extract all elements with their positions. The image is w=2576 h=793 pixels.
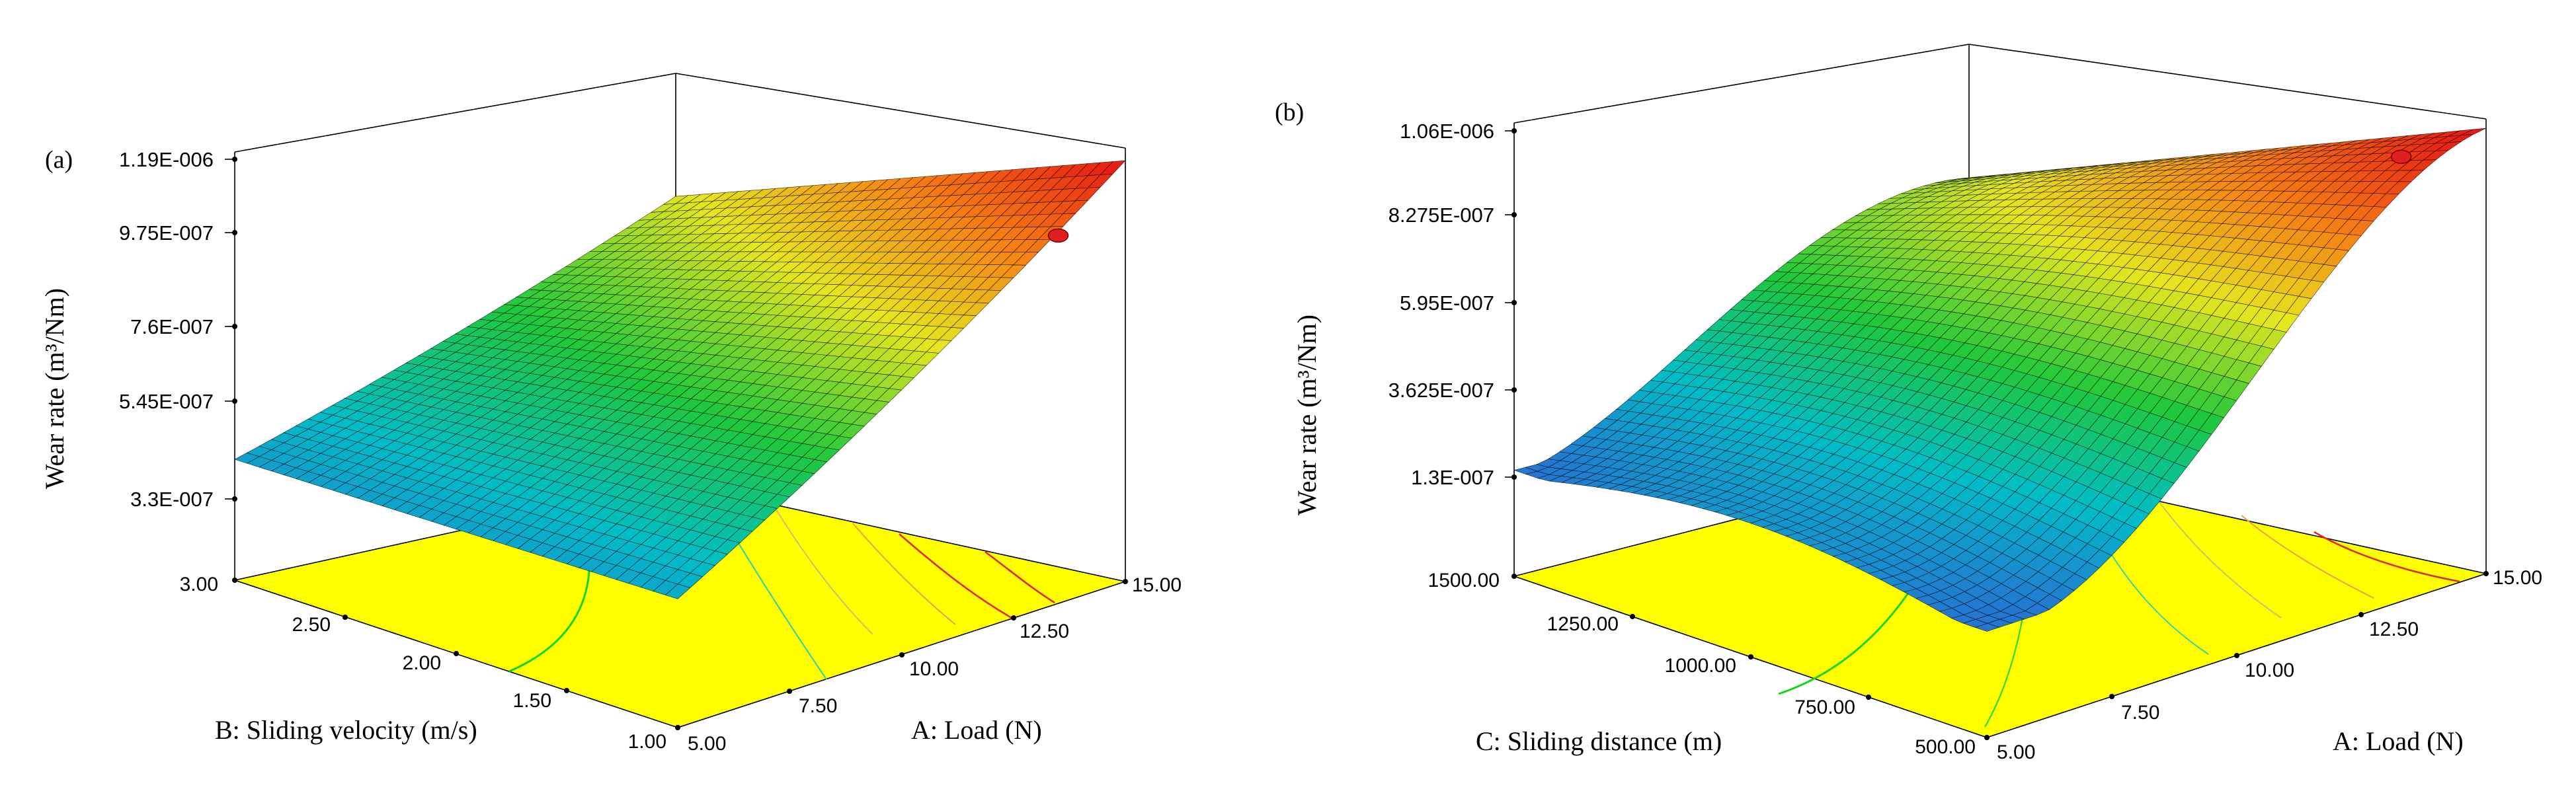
chart-a-contour-olive [773,505,873,635]
panel-a-label: (a) [45,146,73,174]
chart-a-ztick-label: 7.6E-007 [130,315,214,338]
chart-a-contour-red [899,533,1012,619]
chart-b-ctick-label: 500.00 [1915,736,1976,758]
chart-b-c-axis: 1500.00 1250.00 1000.00 750.00 500.00 C:… [1428,570,1990,758]
chart-a-surface-cell [1100,160,1126,175]
chart-b-atick-label: 7.50 [2121,702,2159,724]
chart-a-btick-dot [454,651,459,656]
chart-a-btick-label: 2.50 [292,614,331,636]
chart-b-c-label: C: Sliding distance (m) [1476,726,1722,756]
chart-b-atick-label: 15.00 [2493,567,2542,589]
chart-a-atick-label: 15.00 [1132,574,1182,596]
chart-b-ztick-label: 1.06E-006 [1400,120,1494,143]
chart-a-a-label: A: Load (N) [911,715,1042,745]
chart-a-ztick-dot [232,398,237,404]
chart-b-contour-olive [2155,496,2282,619]
chart-b-ctick-dot [1748,654,1753,660]
chart-b-ctick-label: 1250.00 [1547,613,1619,635]
chart-b-atick-dot [1984,735,1990,740]
chart-b-ctick-dot [1630,614,1635,619]
chart-a-box-top-right [675,73,1126,149]
chart-b-box-top-left [1513,44,1970,124]
chart-a-btick-dot [232,578,237,583]
chart-a-surface [234,160,1126,599]
chart-a-atick-dot [675,725,680,730]
chart-a-btick-dot [564,688,569,693]
chart-a-b-axis: 3.00 2.50 2.00 1.50 1.00 B: Sliding velo… [180,574,680,753]
chart-a-b-label: B: Sliding velocity (m/s) [215,715,477,745]
chart-a-btick-label: 1.50 [513,690,551,712]
chart-b-atick-label: 5.00 [1997,741,2035,763]
chart-a-atick-label: 12.50 [1020,621,1069,642]
chart-a-design-point [1047,228,1069,243]
chart-b-surface [1513,128,2487,632]
chart-a-btick-label: 1.00 [628,731,666,753]
chart-a-ztick-dot [232,324,237,329]
chart-a-ztick-dot [232,230,237,235]
chart-a-btick-label: 3.00 [180,574,218,595]
chart-b-design-point [2390,149,2412,165]
chart-b-a-axis: 5.00 7.50 10.00 12.50 15.00 A: Load (N) [1984,567,2542,763]
chart-a-atick-dot [1011,615,1016,621]
chart-b-z-label: Wear rate (m³/Nm) [1292,315,1322,515]
chart-b-surface-cell [2460,128,2487,136]
chart-b-z-axis: 1.06E-006 8.275E-007 5.95E-007 3.625E-00… [1292,120,1517,515]
chart-b: (b) 1.06E-006 8. [1275,44,2542,763]
chart-b-ctick-label: 750.00 [1794,697,1855,718]
chart-b-ctick-label: 1000.00 [1665,655,1736,677]
chart-b-ztick-label: 5.95E-007 [1400,291,1494,315]
chart-a-a-axis: 5.00 7.50 10.00 12.50 15.00 A: Load (N) [675,574,1182,755]
chart-a: (a) [40,73,1182,755]
chart-a-ztick-label: 1.19E-006 [119,148,214,171]
chart-b-ztick-dot [1511,387,1517,393]
chart-b-contour-red [2314,531,2460,583]
chart-b-atick-label: 10.00 [2245,660,2294,681]
chart-b-ztick-dot [1511,474,1517,480]
chart-a-atick-label: 10.00 [909,658,959,680]
chart-a-box-top-left [234,73,676,153]
chart-b-ctick-dot [1866,695,1871,700]
panel-b-label: (b) [1275,98,1304,126]
chart-a-contour-orange [852,523,956,625]
chart-b-ztick-label: 8.275E-007 [1389,204,1494,227]
chart-a-atick-dot [1123,579,1128,584]
chart-b-ctick-label: 1500.00 [1428,570,1500,591]
chart-b-ztick-dot [1511,212,1517,217]
chart-b-box-top-right [1968,44,2487,120]
chart-b-atick-dot [2234,653,2239,658]
chart-a-ztick-label: 3.3E-007 [130,488,214,511]
chart-b-ztick-label: 3.625E-007 [1389,379,1494,402]
chart-b-atick-dot [2109,694,2114,699]
chart-a-ztick-dot [232,496,237,502]
chart-b-a-label: A: Load (N) [2333,726,2464,756]
chart-a-ztick-label: 9.75E-007 [119,221,214,245]
chart-b-ztick-dot [1511,128,1517,133]
chart-a-atick-dot [787,689,792,694]
chart-b-ctick-dot [1511,574,1517,579]
chart-a-contour-red2 [985,550,1055,604]
chart-b-atick-dot [2483,571,2489,576]
chart-a-atick-dot [899,652,905,658]
chart-a-z-label: Wear rate (m³/Nm) [40,288,69,489]
chart-a-atick-label: 5.00 [688,733,726,755]
chart-b-ztick-label: 1.3E-007 [1411,466,1494,489]
chart-a-atick-label: 7.50 [799,695,837,717]
chart-b-atick-dot [2358,612,2364,617]
chart-a-btick-label: 2.00 [403,652,441,674]
chart-a-ztick-dot [232,157,237,162]
chart-b-atick-label: 12.50 [2369,619,2419,640]
chart-a-ztick-label: 5.45E-007 [119,390,214,413]
chart-a-z-axis: 1.19E-006 9.75E-007 7.6E-007 5.45E-007 3… [40,148,237,511]
chart-b-contour-orange [2241,515,2374,599]
chart-b-ztick-dot [1511,300,1517,305]
chart-a-btick-dot [342,615,348,620]
